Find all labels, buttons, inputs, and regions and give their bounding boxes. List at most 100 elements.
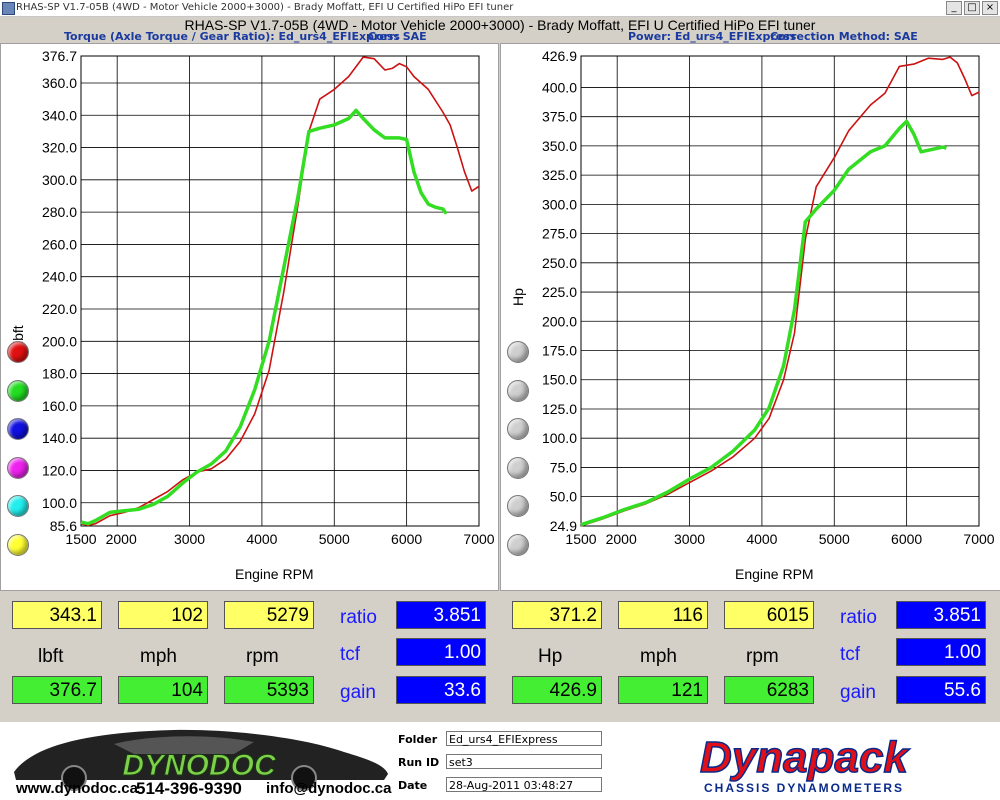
power-x-axis-label: Engine RPM [735,566,814,582]
gain-label: gain [840,682,876,703]
power-series-line-1 [580,119,947,527]
torque-xtick-label: 7000 [463,531,494,547]
power-ytick-label: 50.0 [550,489,577,505]
maximize-button[interactable]: □ [964,1,980,15]
torque-ytick-label: 360.0 [42,75,77,91]
minimize-button[interactable]: _ [946,1,962,15]
power-y-axis-label: Hp [510,288,526,306]
torque-plot-frame [80,55,480,527]
gain-value: 33.6 [396,676,486,704]
torque-x-axis-label: Engine RPM [235,566,314,582]
gain-label: gain [340,682,376,703]
power-ytick-label: 100.0 [542,430,577,446]
power-ytick-label: 275.0 [542,226,577,242]
date-label: Date [398,779,428,792]
unit-hp: Hp [538,646,563,667]
runid-label: Run ID [398,756,440,769]
window-title: RHAS-SP V1.7-05B (4WD - Motor Vehicle 20… [16,2,514,13]
power-legend-dot-5[interactable] [507,495,529,517]
torque-ytick-label: 85.6 [50,518,77,534]
power-legend-dot-4[interactable] [507,456,529,479]
torque-stats: 343.1 102 5279 ratio 3.851 lbft mph rpm … [0,591,497,721]
tcf-value: 1.00 [396,638,486,666]
power-chart: 426.9 400.0 375.0 350.0 325.0 300.0 275.0 250.0… [542,48,995,547]
power-max-rpm: 6283 [724,676,814,704]
power-xtick-label: 3000 [674,531,705,547]
power-plot-frame [580,55,980,527]
torque-panel-title: Torque (Axle Torque / Gear Ratio): Ed_ur… [64,30,400,43]
torque-xtick-label: 3000 [174,531,205,547]
power-xtick-label: 4000 [746,531,777,547]
torque-ytick-label: 220.0 [42,301,77,317]
torque-legend-dot-1[interactable] [7,341,29,363]
unit-mph: mph [640,646,677,667]
torque-peak-rpm: 5279 [224,601,314,629]
date-field[interactable]: 28-Aug-2011 03:48:27 [446,777,602,792]
run-subtitle: RHAS-SP V1.7-05B (4WD - Motor Vehicle 20… [184,17,816,33]
power-series-line-0 [580,56,980,527]
torque-xtick-label: 1500 [65,531,96,547]
ratio-label: ratio [340,607,377,628]
torque-legend-dot-2[interactable] [7,379,29,402]
power-xtick-label: 6000 [891,531,922,547]
tcf-value: 1.00 [896,638,986,666]
website-link[interactable]: www.dynodoc.ca [16,780,138,797]
power-panel-title: Power: Ed_urs4_EFIExpress [628,30,797,43]
power-xtick-label: 5000 [819,531,850,547]
power-ytick-label: 24.9 [550,518,577,534]
unit-mph: mph [140,646,177,667]
power-legend-dot-1[interactable] [507,341,529,363]
torque-xtick-label: 2000 [106,531,137,547]
torque-legend-dot-3[interactable] [7,418,29,440]
power-legend-dot-2[interactable] [507,379,529,402]
brand-subtext: CHASSIS DYNAMOMETERS [704,781,904,795]
power-peak-rpm: 6015 [724,601,814,629]
torque-ytick-label: 240.0 [42,269,77,285]
logo-text: DYNODOC [122,749,277,782]
power-legend-dot-6[interactable] [507,533,529,556]
power-ytick-label: 225.0 [542,284,577,300]
dynodoc-logo: DYNODOC [14,729,388,791]
tcf-label: tcf [840,644,861,665]
ratio-value: 3.851 [396,601,486,629]
unit-rpm: rpm [746,646,779,667]
torque-ytick-label: 300.0 [42,172,77,188]
runid-field[interactable]: set3 [446,754,602,769]
power-legend-dot-3[interactable] [507,418,529,440]
folder-field[interactable]: Ed_urs4_EFIExpress [446,731,602,746]
power-ytick-label: 350.0 [542,138,577,154]
unit-lbft: lbft [38,646,64,667]
torque-correction: Corr: SAE [368,30,427,43]
power-xtick-label: 1500 [565,531,596,547]
power-ytick-label: 175.0 [542,343,577,359]
torque-ytick-label: 100.0 [42,495,77,511]
torque-legend-dot-5[interactable] [7,495,29,517]
power-ytick-label: 125.0 [542,401,577,417]
power-ytick-label: 426.9 [542,48,577,64]
app-icon [2,2,15,15]
torque-max-mph: 104 [118,676,208,704]
footer: DYNODOC www.dynodoc.ca 514-396-9390 info… [0,722,1000,800]
power-peak-mph: 116 [618,601,708,629]
dynapack-logo: Dynapack CHASSIS DYNAMOMETERS [699,732,911,795]
torque-ytick-label: 120.0 [42,462,77,478]
close-button[interactable]: × [982,1,998,15]
torque-max-value: 376.7 [12,676,102,704]
torque-peak-value: 343.1 [12,601,102,629]
torque-ytick-label: 260.0 [42,236,77,252]
torque-ytick-label: 180.0 [42,366,77,382]
torque-xtick-label: 4000 [246,531,277,547]
power-ytick-label: 200.0 [542,313,577,329]
torque-chart-panel: 376.7 360.0 340.0 320.0 300.0 280.0 260.0 240.0… [0,43,499,591]
torque-legend-dot-6[interactable] [7,533,29,556]
power-correction: Correction Method: SAE [770,30,918,43]
power-chart-panel: 426.9 400.0 375.0 350.0 325.0 300.0 275.0 250.0… [500,43,1000,591]
torque-ytick-label: 320.0 [42,140,77,156]
email-link[interactable]: info@dynodoc.ca [266,780,392,797]
torque-legend-dot-4[interactable] [7,456,29,479]
power-xtick-label: 2000 [606,531,637,547]
torque-xtick-label: 6000 [391,531,422,547]
torque-ytick-label: 340.0 [42,107,77,123]
brand-text: Dynapack [700,733,910,782]
power-ytick-label: 250.0 [542,255,577,271]
